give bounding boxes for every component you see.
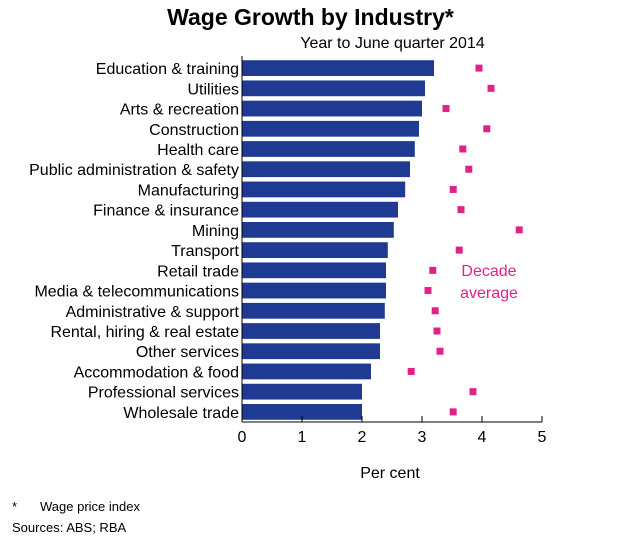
category-label: Education & training	[96, 61, 239, 78]
x-tick-label: 5	[538, 429, 547, 446]
category-label: Retail trade	[157, 263, 239, 280]
footnote-marker: *	[12, 499, 18, 514]
x-axis-label: Per cent	[360, 465, 420, 482]
bar	[242, 100, 422, 117]
category-label: Accommodation & food	[74, 364, 239, 381]
bar	[242, 80, 425, 97]
decade-average-marker	[469, 388, 477, 396]
x-tick-label: 4	[478, 429, 487, 446]
decade-average-marker	[483, 125, 491, 133]
bar	[242, 141, 415, 157]
bar	[242, 343, 380, 360]
bar	[242, 222, 394, 238]
category-label: Wholesale trade	[123, 405, 239, 422]
category-label: Health care	[157, 142, 239, 159]
decade-average-marker	[449, 408, 457, 416]
bar	[242, 60, 434, 76]
bar	[242, 404, 362, 420]
decade-average-marker	[442, 105, 450, 113]
chart-subtitle: Year to June quarter 2014	[300, 35, 485, 52]
category-label: Arts & recreation	[120, 102, 239, 119]
category-label: Professional services	[88, 385, 239, 402]
decade-average-marker	[431, 307, 439, 315]
bar	[242, 161, 410, 178]
decade-average-marker	[475, 64, 483, 72]
bar	[242, 262, 386, 279]
x-tick-label: 1	[298, 429, 307, 446]
bar	[242, 302, 385, 319]
decade-average-marker	[433, 327, 441, 335]
chart-title: Wage Growth by Industry*	[167, 4, 454, 30]
decade-average-marker	[457, 206, 465, 214]
bar	[242, 282, 386, 299]
decade-average-marker	[424, 287, 432, 295]
x-tick-label: 0	[238, 429, 247, 446]
category-label: Other services	[136, 344, 239, 361]
decade-average-marker	[465, 165, 473, 173]
x-tick-label: 2	[358, 429, 367, 446]
decade-average-marker	[459, 145, 467, 153]
x-tick-label: 3	[418, 429, 427, 446]
category-label: Transport	[171, 243, 239, 260]
category-label: Media & telecommunications	[34, 284, 239, 301]
category-label: Rental, hiring & real estate	[50, 324, 239, 341]
decade-average-marker	[436, 347, 444, 355]
category-label: Utilities	[187, 81, 239, 98]
decade-average-marker	[407, 367, 415, 375]
decade-average-marker	[449, 185, 457, 193]
decade-average-marker	[515, 226, 523, 234]
category-label: Administrative & support	[66, 304, 240, 321]
category-label: Mining	[192, 223, 239, 240]
decade-average-marker	[487, 84, 495, 92]
decade-average-marker	[455, 246, 463, 254]
bar	[242, 181, 406, 198]
category-label: Finance & insurance	[93, 203, 239, 220]
category-label: Public administration & safety	[29, 162, 239, 179]
bar	[242, 201, 398, 218]
sources-note: Sources: ABS; RBA	[12, 520, 127, 535]
category-label: Manufacturing	[138, 182, 239, 199]
bar	[242, 242, 388, 258]
footnote-text: Wage price index	[40, 499, 140, 514]
category-label: Construction	[149, 122, 239, 139]
decade-average-marker	[429, 266, 437, 274]
decade-average-annotation: Decade	[461, 263, 516, 280]
bar	[242, 120, 419, 137]
bar	[242, 323, 380, 339]
decade-average-annotation: average	[460, 285, 518, 302]
bar	[242, 363, 371, 380]
bar	[242, 383, 362, 400]
